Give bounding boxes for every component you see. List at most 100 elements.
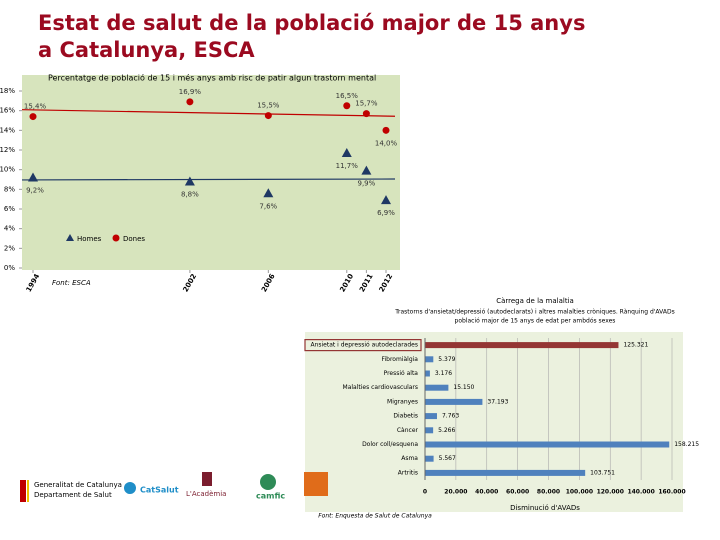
marker: [362, 110, 370, 118]
marker: [184, 176, 195, 186]
chart-title: Càrrega de la malaltia: [496, 297, 574, 305]
plot-background: [305, 332, 683, 512]
chart-subtitle: Trastorns d'ansietat/depressió (autodecl…: [394, 309, 674, 316]
legend-label: Homes: [77, 235, 102, 243]
x-axis-label: Disminució d'AVADs: [510, 504, 580, 512]
data-label: 15,7%: [355, 100, 378, 108]
x-tick-label: 20.000: [444, 489, 467, 496]
data-label: 7,6%: [259, 202, 277, 210]
bar: [425, 342, 619, 349]
data-label: 15,5%: [257, 102, 280, 110]
data-label: 9,9%: [357, 180, 375, 188]
data-label: 37.193: [487, 398, 508, 405]
data-label: 16,9%: [179, 88, 202, 96]
x-tick-label: 140.000: [627, 489, 654, 496]
x-tick-label: 80.000: [537, 489, 560, 496]
slide-title: a Catalunya, ESCA: [38, 38, 255, 62]
x-tick-label: 120.000: [597, 489, 624, 496]
data-label: 158.215: [674, 441, 699, 448]
logo-mark: [20, 480, 26, 502]
bar: [425, 427, 434, 434]
data-label: 9,2%: [26, 187, 44, 195]
y-tick-label: Dolor coll/esquena: [362, 441, 418, 448]
x-tick-label: 1994: [25, 272, 42, 293]
data-label: 5.266: [438, 427, 455, 434]
chart-subtitle: població major de 15 anys de edat per am…: [455, 318, 616, 325]
marker: [341, 147, 352, 157]
data-label: 8,8%: [181, 190, 199, 198]
y-tick-label: Malalties cardiovasculars: [343, 384, 418, 391]
y-tick-label: 8%: [4, 185, 15, 193]
logo-mark: [27, 480, 29, 502]
data-label: 15.150: [453, 384, 474, 391]
y-tick-label: 16%: [0, 107, 15, 115]
data-label: 7.763: [442, 413, 459, 420]
bar: [425, 384, 449, 391]
logo-text: Departament de Salut: [34, 491, 112, 499]
y-tick-label: Diabetis: [393, 413, 418, 420]
y-tick-label: 18%: [0, 87, 15, 95]
highlight-box: [304, 339, 422, 352]
x-tick-label: 60.000: [506, 489, 529, 496]
bar: [425, 398, 483, 405]
marker: [263, 188, 274, 198]
data-label: 3.176: [435, 370, 452, 377]
data-label: 16,5%: [336, 92, 359, 100]
y-tick-label: Pressió alta: [384, 370, 419, 377]
x-tick-label: 0: [423, 489, 427, 496]
x-tick-label: 160.000: [658, 489, 685, 496]
data-label: 6,9%: [377, 209, 395, 217]
data-label: 5.379: [438, 356, 455, 363]
logo-text: Generalitat de Catalunya: [34, 481, 122, 489]
data-label: 103.751: [590, 469, 615, 476]
marker: [343, 102, 351, 110]
legend-marker: [112, 234, 120, 242]
logo-text: L'Acadèmia: [186, 490, 226, 498]
legend-marker: [66, 234, 74, 241]
y-tick-label: Asma: [401, 455, 418, 462]
x-tick-label: 2006: [260, 272, 277, 293]
y-tick-label: Artritis: [398, 469, 418, 476]
marker: [361, 165, 372, 175]
y-tick-label: 14%: [0, 126, 15, 134]
source: Font: Enquesta de Salut de Catalunya: [318, 513, 432, 520]
plot-background: [22, 75, 400, 270]
marker: [264, 112, 272, 120]
data-label: 11,7%: [336, 162, 359, 170]
y-tick-label: 2%: [4, 244, 15, 252]
y-tick-label: Migranyes: [387, 398, 418, 405]
logo-text: camfic: [256, 492, 285, 501]
legend-label: Dones: [123, 235, 145, 243]
y-tick-label: Càncer: [397, 427, 419, 434]
chart-title: Percentatge de població de 15 i més anys…: [48, 73, 376, 83]
x-tick-label: 2011: [358, 272, 375, 293]
logo-mark: [202, 472, 212, 486]
y-tick-label: 6%: [4, 205, 15, 213]
y-tick-label: 4%: [4, 225, 15, 233]
bar: [425, 469, 586, 476]
data-label: 14,0%: [375, 139, 398, 147]
marker: [186, 98, 194, 106]
logo-mark: [304, 472, 328, 496]
y-tick-label: 12%: [0, 146, 15, 154]
x-tick-label: 2002: [182, 272, 199, 293]
logo-mark: [260, 474, 276, 490]
bar: [425, 455, 434, 462]
y-tick-label: 10%: [0, 166, 15, 174]
data-label: 5.567: [439, 455, 456, 462]
y-tick-label: Ansietat i depressió autodeclarades: [310, 342, 418, 349]
trend-line: [21, 178, 396, 181]
data-label: 15,4%: [24, 103, 47, 111]
bar: [425, 441, 670, 448]
bar: [425, 413, 437, 420]
trend-line: [21, 109, 396, 117]
y-tick-label: 0%: [4, 264, 15, 272]
source: Font: ESCA: [52, 279, 91, 287]
x-tick-label: 40.000: [475, 489, 498, 496]
marker: [382, 126, 390, 134]
marker: [29, 113, 37, 121]
bar: [425, 356, 434, 363]
bar: [425, 370, 430, 377]
x-tick-label: 2010: [338, 272, 355, 293]
